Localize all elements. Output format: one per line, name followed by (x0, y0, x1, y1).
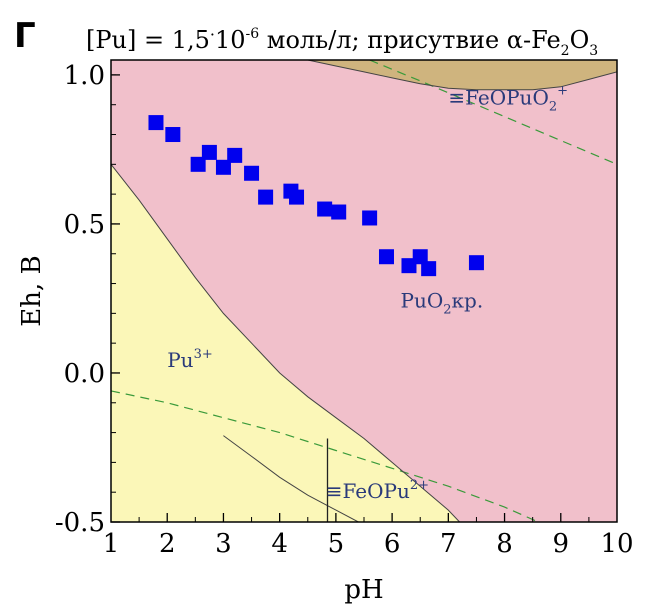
data-point-16 (412, 249, 428, 265)
title-prefix: [Pu] = 1,5 (86, 26, 210, 54)
data-point-1 (148, 115, 164, 131)
x-tick-label: 9 (553, 529, 570, 559)
data-point-13 (362, 210, 378, 226)
pu3-region (111, 164, 460, 522)
y-axis-label: Eh, B (17, 255, 47, 326)
data-point-3 (190, 156, 206, 172)
boundary-pu3-feopu (223, 435, 359, 522)
chart-title: [Pu] = 1,5·10-6 моль/л; присутвие α-Fe2O… (86, 25, 598, 59)
data-point-7 (244, 165, 260, 181)
data-point-14 (378, 249, 394, 265)
boundary-puo2-feopuo2 (307, 60, 617, 91)
dashed-line-lower (111, 390, 539, 522)
x-tick-label: 6 (384, 529, 401, 559)
title-dot: · (210, 25, 215, 44)
x-axis-label: pH (344, 575, 383, 604)
plot-regions (111, 60, 617, 522)
y-tick-label: 1.0 (64, 61, 105, 91)
data-point-10 (289, 189, 305, 205)
x-tick-label: 3 (215, 529, 232, 559)
feopuo2-region (307, 60, 617, 90)
x-tick-label: 10 (600, 529, 633, 559)
label-puo2: PuO2кр. (401, 288, 484, 317)
x-axis-ticks: 1 2 3 4 5 6 7 8 9 10 (103, 513, 634, 559)
title-exponent: -6 (246, 26, 260, 42)
data-point-2 (165, 127, 181, 143)
y-tick-label: -0.5 (55, 508, 105, 538)
title-base: 10 (215, 26, 246, 54)
title-sub1: 2 (561, 43, 570, 59)
data-markers (148, 115, 484, 277)
data-point-5 (215, 159, 231, 175)
data-point-8 (258, 189, 274, 205)
x-tick-label: 8 (496, 529, 513, 559)
y-tick-label: 0.5 (64, 210, 105, 240)
label-feopu: ≡FeOPu2+ (326, 478, 429, 503)
title-o: O (570, 26, 590, 54)
dashed-line-upper (369, 60, 617, 165)
y-axis-ticks: 1.0 0.5 0.0 -0.5 (55, 61, 120, 538)
x-tick-label: 4 (271, 529, 288, 559)
x-tick-label: 1 (103, 529, 120, 559)
x-tick-label: 2 (159, 529, 176, 559)
data-point-4 (201, 144, 217, 160)
boundary-pu3-puo2 (111, 163, 460, 522)
title-sub2: 3 (589, 43, 598, 59)
title-suffix: моль/л; присутвие α-Fe (259, 26, 561, 54)
data-point-6 (227, 147, 243, 163)
x-tick-label: 5 (328, 529, 345, 559)
x-tick-label: 7 (440, 529, 457, 559)
panel-label: Г (14, 16, 36, 56)
y-tick-label: 0.0 (64, 359, 105, 389)
label-pu3: Pu3+ (167, 347, 213, 372)
data-point-11 (317, 201, 333, 217)
label-feopuo2: ≡FeOPuO2+ (448, 84, 568, 115)
data-point-17 (421, 261, 437, 277)
data-point-12 (331, 204, 347, 220)
data-point-18 (468, 255, 484, 271)
